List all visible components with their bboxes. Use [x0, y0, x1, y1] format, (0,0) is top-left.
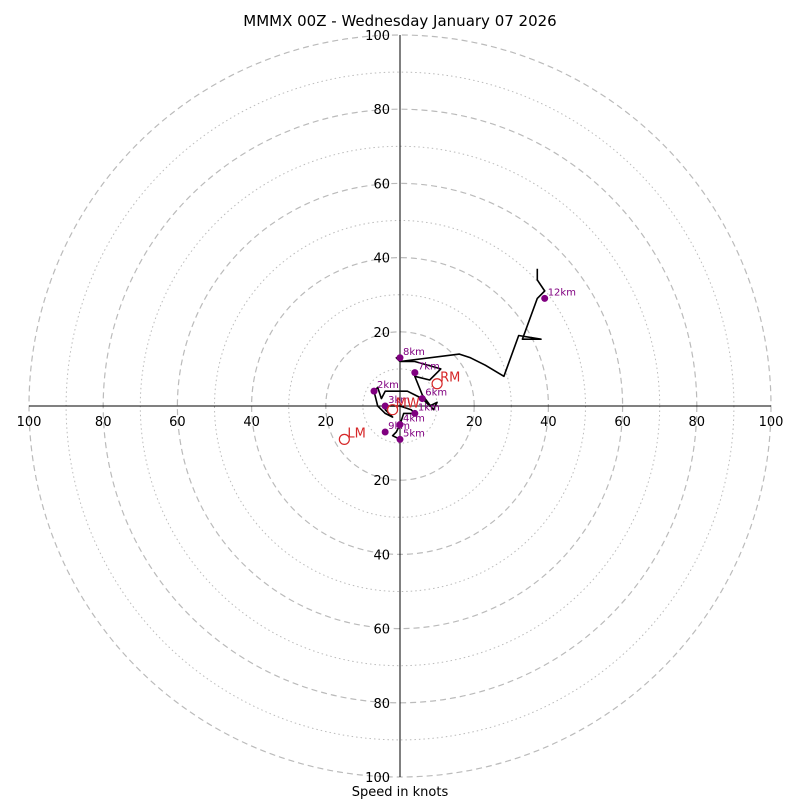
y-tick-label: 100 — [365, 771, 390, 786]
x-tick-label: 60 — [614, 415, 631, 430]
height-marker-dot — [396, 435, 404, 443]
height-marker-dot — [381, 428, 389, 436]
height-marker-label: 6km — [425, 388, 447, 399]
storm-motion-marker — [431, 378, 443, 390]
tick-labels: 100 80 60 40 20 20 40 60 80 100 100 80 60 40 20 20 40 60 8… — [17, 29, 784, 786]
height-marker-dot — [381, 402, 389, 410]
storm-motion-marker — [338, 433, 350, 445]
y-tick-label: 20 — [373, 326, 390, 341]
wind-profile — [373, 268, 546, 441]
x-tick-label: 100 — [17, 415, 42, 430]
height-marker-label: 8km — [403, 347, 425, 358]
y-tick-label: 20 — [373, 474, 390, 489]
height-markers: 1km 2km 3km 4km 5km 6km 7km 8km 9km 12km — [370, 287, 576, 443]
height-marker-dot — [370, 387, 378, 395]
x-tick-label: 100 — [759, 415, 784, 430]
height-marker-dot — [411, 369, 419, 377]
y-tick-label: 80 — [373, 697, 390, 712]
height-marker-label: 5km — [403, 428, 425, 439]
x-tick-label: 20 — [318, 415, 335, 430]
y-tick-label: 40 — [373, 252, 390, 267]
x-tick-label: 60 — [169, 415, 186, 430]
hodograph-trace — [373, 268, 546, 441]
x-tick-label: 40 — [540, 415, 557, 430]
storm-motion-marker — [386, 404, 399, 416]
height-marker-dot — [396, 354, 404, 362]
y-tick-label: 100 — [365, 29, 390, 44]
x-tick-label: 80 — [689, 415, 706, 430]
height-marker-label: 3km — [388, 395, 410, 406]
height-marker-label: 2km — [377, 380, 399, 391]
y-tick-label: 60 — [373, 623, 390, 638]
height-marker-label: 7km — [418, 362, 440, 373]
x-tick-label: 40 — [243, 415, 260, 430]
height-marker-label: 4km — [403, 414, 425, 425]
y-tick-label: 40 — [373, 548, 390, 563]
chart-title: MMMX 00Z - Wednesday January 07 2026 — [243, 12, 556, 30]
x-axis-label: Speed in knots — [352, 785, 449, 800]
height-marker-dot — [396, 421, 404, 429]
height-marker-label: 9km — [388, 421, 410, 432]
height-marker-label: 12km — [548, 287, 576, 298]
storm-motions: RM LM MW — [338, 371, 460, 445]
height-marker-dot — [418, 395, 426, 403]
height-marker-label: 1km — [418, 402, 440, 413]
x-tick-label: 80 — [95, 415, 112, 430]
y-tick-label: 80 — [373, 103, 390, 118]
y-tick-label: 60 — [373, 177, 390, 192]
storm-motion-label: LM — [347, 426, 365, 441]
height-marker-dot — [541, 294, 549, 302]
height-marker-dot — [411, 409, 419, 417]
x-tick-label: 20 — [466, 415, 483, 430]
storm-motion-label: RM — [440, 371, 460, 386]
storm-motion-label: MW — [396, 397, 420, 412]
